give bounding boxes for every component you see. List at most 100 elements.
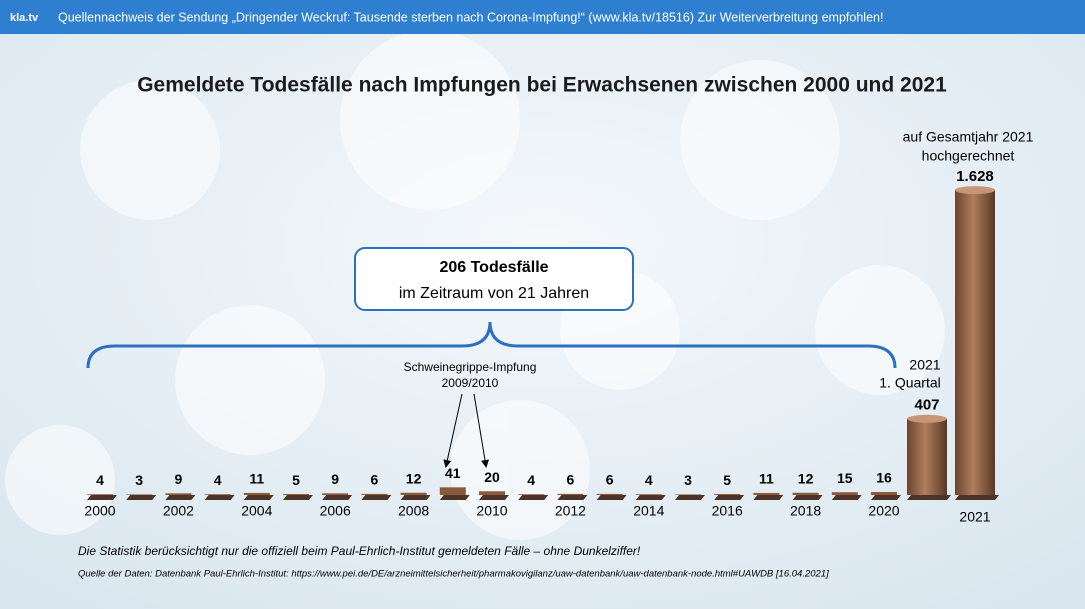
- bar: [165, 493, 192, 495]
- bar-base: [479, 495, 509, 500]
- banner: [0, 0, 1085, 34]
- value-label: 5: [292, 472, 300, 488]
- bar-base: [675, 495, 705, 500]
- value-label: 12: [406, 470, 422, 486]
- bar: [596, 493, 623, 495]
- annotation: 2009/2010: [442, 376, 499, 390]
- chart-title: Gemeldete Todesfälle nach Impfungen bei …: [137, 74, 947, 97]
- bar: [831, 492, 858, 495]
- value-label: 11: [759, 471, 774, 487]
- footnote: Die Statistik berücksichtigt nur die off…: [78, 544, 641, 558]
- bar-base: [518, 495, 549, 500]
- annotation: auf Gesamtjahr 2021: [903, 129, 1034, 145]
- x-tick-label: 2021: [959, 509, 990, 525]
- x-tick-label: 2010: [476, 503, 507, 519]
- bar: [792, 492, 819, 495]
- bar-base: [87, 495, 117, 500]
- bar: [479, 491, 505, 495]
- value-label: 5: [723, 472, 731, 488]
- bar: [87, 494, 113, 495]
- value-label: 6: [567, 472, 575, 488]
- value-label: 6: [606, 472, 614, 488]
- bar-base: [204, 495, 235, 500]
- arrow: [473, 393, 489, 468]
- bar: [361, 493, 388, 495]
- bar-base: [714, 495, 745, 500]
- bar: [126, 494, 153, 495]
- value-label: 4: [214, 472, 222, 488]
- brace: [86, 321, 897, 369]
- value-label: 3: [135, 472, 143, 488]
- bar: [283, 494, 309, 495]
- annotation: 2021: [909, 357, 940, 373]
- value-label: 407: [914, 397, 939, 414]
- bar: [439, 487, 466, 495]
- x-tick-label: 2016: [712, 503, 743, 519]
- bar-base: [831, 495, 862, 500]
- value-label: 9: [331, 471, 339, 487]
- bar-base: [907, 495, 951, 500]
- annotation: hochgerechnet: [922, 148, 1015, 164]
- box-title: 206 Todesfälle: [439, 259, 548, 276]
- bar: [871, 492, 897, 495]
- value-label: 41: [445, 465, 461, 481]
- value-label: 12: [798, 470, 814, 486]
- value-label: 4: [645, 472, 653, 488]
- value-label: 3: [684, 472, 692, 488]
- banner-logo: kla.tv: [10, 12, 39, 24]
- bar-top: [955, 186, 995, 195]
- bar: [753, 492, 780, 495]
- x-tick-label: 2018: [790, 503, 821, 519]
- bar: [675, 494, 701, 495]
- bar-base: [400, 495, 431, 500]
- banner-text: Quellennachweis der Sendung „Dringender …: [58, 10, 883, 24]
- value-label: 11: [249, 471, 264, 487]
- x-tick-label: 2006: [320, 503, 351, 519]
- bar-base: [283, 495, 313, 500]
- bar-base: [871, 495, 901, 500]
- bar: [955, 190, 995, 495]
- bar: [635, 494, 662, 495]
- bar-base: [243, 495, 274, 500]
- x-tick-label: 2002: [163, 503, 194, 519]
- bar: [204, 494, 231, 495]
- arrow: [443, 393, 463, 468]
- x-tick-label: 2008: [398, 503, 429, 519]
- bar: [518, 494, 545, 495]
- value-label: 16: [876, 470, 892, 486]
- bar: [907, 418, 947, 495]
- annotation: 1. Quartal: [879, 375, 940, 391]
- bar-base: [792, 495, 823, 500]
- value-label: 4: [96, 472, 104, 488]
- value-label: 4: [527, 472, 535, 488]
- value-label: 20: [484, 469, 500, 485]
- x-tick-label: 2004: [241, 503, 272, 519]
- value-label: 6: [371, 472, 379, 488]
- bar-base: [361, 495, 392, 500]
- value-label: 15: [837, 470, 853, 486]
- bar-base: [635, 495, 666, 500]
- bar: [322, 493, 349, 495]
- value-label: 1.628: [956, 168, 994, 185]
- value-label: 9: [175, 471, 183, 487]
- bar-base: [596, 495, 627, 500]
- x-tick-label: 2014: [633, 503, 664, 519]
- bar-base: [955, 495, 999, 500]
- bar: [400, 492, 427, 495]
- bokeh: [5, 30, 945, 540]
- bar: [243, 492, 270, 495]
- source: Quelle der Daten: Datenbank Paul-Ehrlich…: [78, 569, 829, 580]
- bar: [557, 493, 584, 495]
- bar-base: [557, 495, 588, 500]
- bar-base: [439, 495, 470, 500]
- x-tick-label: 2012: [555, 503, 586, 519]
- annotation: Schweinegrippe-Impfung: [404, 360, 537, 374]
- bar-base: [322, 495, 353, 500]
- x-tick-label: 2020: [868, 503, 899, 519]
- bar-base: [126, 495, 157, 500]
- total-box: [354, 247, 634, 311]
- bar-base: [753, 495, 784, 500]
- bar-top: [907, 414, 947, 423]
- bar-base: [165, 495, 196, 500]
